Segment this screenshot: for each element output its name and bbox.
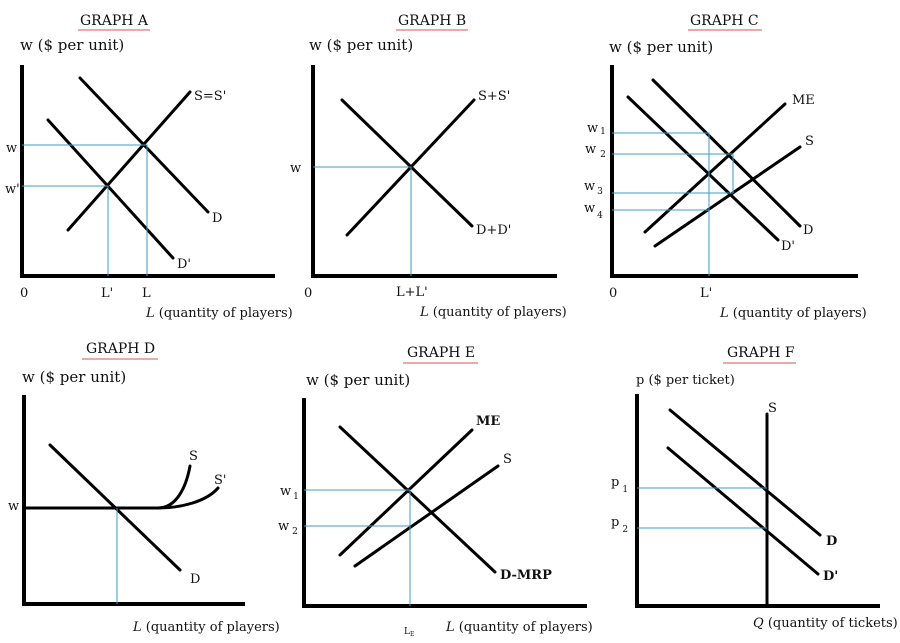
graph-a-x-axis-label: L (quantity of players) (145, 306, 293, 321)
graph-b: GRAPH B w ($ per unit) 0 S+S' D+D' w L+L… (290, 13, 567, 320)
graph-f-x-axis-label: Q (quantity of tickets) (753, 616, 898, 631)
graph-b-supply-label: S+S' (478, 89, 510, 104)
graph-b-x-tick: L+L' (396, 285, 428, 300)
graph-a-title: GRAPH A (80, 13, 149, 29)
graph-c-axes (610, 65, 858, 278)
graph-a-y-axis-label: w ($ per unit) (20, 36, 124, 54)
graph-a-demand-label: D (212, 211, 222, 226)
graph-a-supply-label: S=S' (194, 89, 226, 104)
graph-e-x-axis-label: L (quantity of players) (445, 620, 593, 635)
graph-e-supply-label: S (503, 452, 512, 467)
graph-d: GRAPH D w ($ per unit) S S' D w L (quant… (8, 341, 280, 635)
graph-a-x-tick-lprime: L' (101, 286, 113, 301)
graph-c-title: GRAPH C (690, 13, 759, 29)
graph-c-supply-label: S (805, 134, 814, 149)
graph-c-me-label: ME (792, 93, 815, 108)
graph-f-demand-curve (668, 408, 822, 537)
graph-e-title: GRAPH E (407, 345, 475, 361)
graph-f-demand-label: D (826, 534, 837, 549)
graph-d-demand-label: D (190, 572, 200, 587)
graph-c-x-axis-label: L (quantity of players) (719, 306, 867, 321)
graph-e-me-curve (338, 428, 474, 557)
graph-f-demand-prime-label: D' (823, 569, 838, 584)
graph-e-guide-w1 (304, 489, 411, 606)
graph-c-y-axis-label: w ($ per unit) (609, 38, 713, 56)
graph-c-demand-prime-curve (626, 95, 780, 242)
graph-c-supply-curve (653, 145, 802, 248)
graph-d-x-axis-label: L (quantity of players) (132, 620, 280, 635)
graph-f-title: GRAPH F (727, 345, 795, 361)
graph-b-demand-label: D+D' (476, 223, 511, 238)
graph-c-demand-label: D (803, 223, 813, 238)
graph-d-supply-prime-label: S' (214, 473, 226, 488)
graph-d-y-axis-label: w ($ per unit) (22, 368, 126, 386)
graph-c-demand-prime-label: D' (781, 239, 795, 254)
graph-b-y-tick-w: w (290, 161, 301, 176)
graph-c-me-curve (643, 102, 787, 234)
graph-e-demand-mrp-curve (338, 425, 497, 574)
graph-e-x-tick-le: LE (404, 627, 414, 638)
graph-c-x-tick-lprime: L' (700, 286, 712, 301)
graph-d-axes (22, 395, 245, 606)
graph-c-origin: 0 (609, 286, 617, 301)
graph-b-title: GRAPH B (398, 13, 466, 29)
graph-b-guide (313, 166, 412, 276)
graph-a-y-tick-wprime: w' (5, 182, 20, 197)
graph-a-demand-prime-curve (46, 118, 175, 260)
graph-a: GRAPH A w ($ per unit) 0 S=S' D D' w w' … (5, 13, 293, 321)
graph-e-demand-mrp-label: D-MRP (500, 568, 552, 583)
graph-a-x-tick-l: L (142, 286, 151, 301)
graph-f-supply-label: S (768, 401, 777, 416)
graph-a-supply-curve (66, 90, 192, 232)
graph-e-y-axis-label: w ($ per unit) (306, 371, 410, 389)
graph-c-guide-w2 (612, 153, 734, 193)
graph-d-y-tick-w: w (8, 499, 19, 514)
graph-e-supply-curve (353, 464, 500, 568)
graph-d-supply-label: S (189, 449, 198, 464)
graph-a-guide-w-l (22, 144, 148, 276)
graph-b-x-axis-label: L (quantity of players) (419, 305, 567, 320)
graph-a-y-tick-w: w (6, 141, 17, 156)
graph-a-axes (20, 65, 275, 278)
graph-b-demand-curve (340, 98, 474, 228)
graph-a-guide-wprime-lprime (22, 185, 109, 276)
graph-b-origin: 0 (304, 286, 312, 301)
graph-f-axes (635, 394, 880, 608)
graph-b-axes (311, 65, 557, 278)
graph-f-demand-prime-curve (666, 446, 820, 576)
graph-e-axes (302, 398, 587, 608)
graph-b-y-axis-label: w ($ per unit) (309, 36, 413, 54)
graph-e-me-label: ME (476, 414, 500, 429)
graph-f-y-axis-label: p ($ per ticket) (636, 373, 735, 388)
graph-a-origin: 0 (20, 286, 28, 301)
graph-d-title: GRAPH D (86, 341, 155, 357)
graph-a-demand-prime-label: D' (177, 257, 191, 272)
graph-d-supply-prime-curve (156, 486, 220, 510)
graph-c-guide-w1 (612, 132, 710, 276)
graph-c-demand-curve (651, 78, 802, 228)
